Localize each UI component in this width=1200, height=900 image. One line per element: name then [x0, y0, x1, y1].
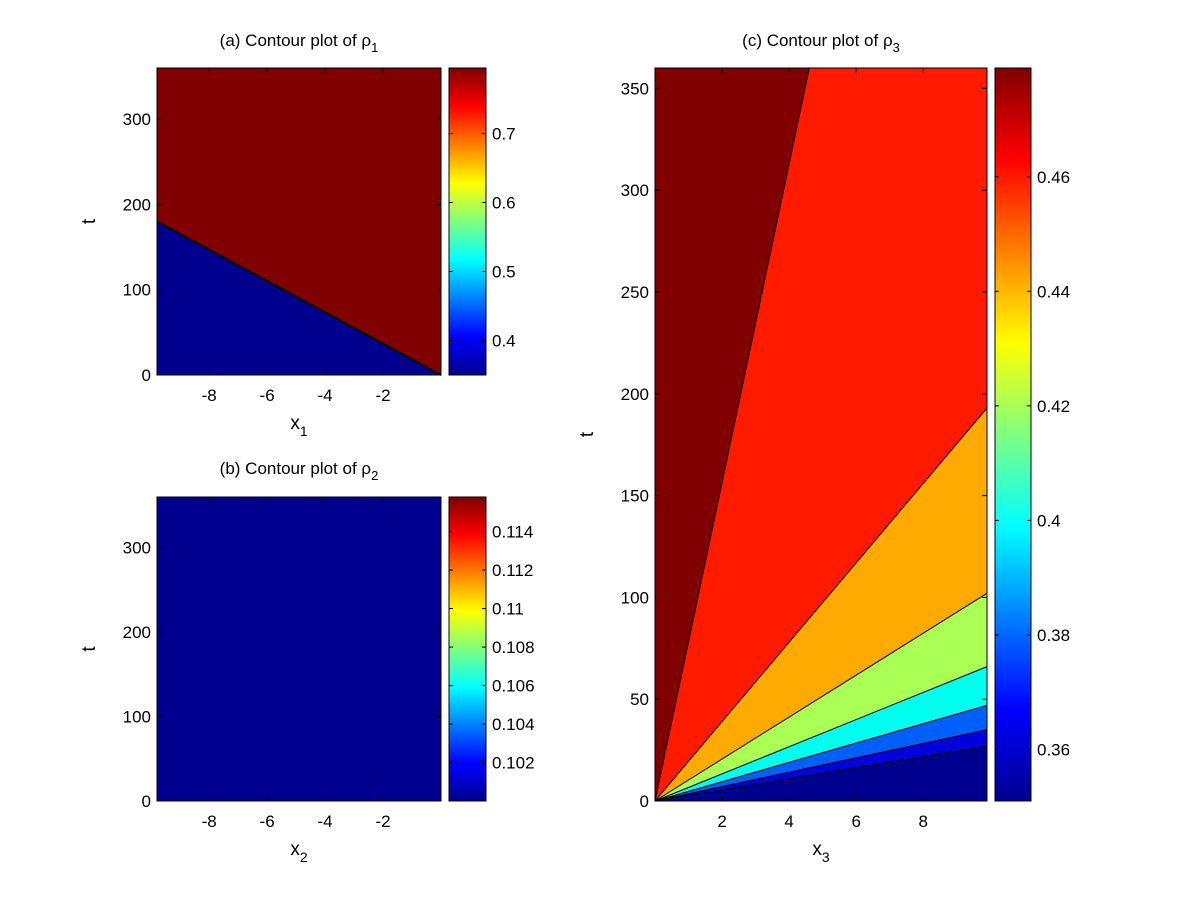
panel-c-colorbar-tick-label-2: 0.4	[1037, 511, 1061, 530]
panel-c-axes-frame	[654, 67, 988, 802]
panel-a-axes-frame	[156, 67, 442, 376]
panel-b-colorbar-tick-label-6: 0.114	[492, 523, 533, 542]
panel-c-ytick-label-4: 200	[621, 385, 649, 404]
panel-b-xtick-label-1: -6	[260, 812, 275, 831]
panel-c-contour-line-0	[654, 67, 810, 802]
panel-c-xlabel: x3	[812, 839, 830, 865]
panel-c-ytick-label-7: 350	[621, 79, 649, 98]
panel-b-title: (b) Contour plot of ρ2	[220, 459, 379, 483]
panel-a-colorbar-tick-label-3: 0.7	[492, 125, 516, 144]
panel-c-colorbar-tick-label-1: 0.38	[1037, 626, 1070, 645]
panel-a-xtick-label-3: -2	[375, 386, 390, 405]
panel-b-xtick-label-3: -2	[375, 812, 390, 831]
panel-c-ytick-label-3: 150	[621, 487, 649, 506]
panel-a-colorbar-tick-label-2: 0.6	[492, 194, 516, 213]
panel-c-ytick-label-2: 100	[621, 588, 649, 607]
panel-b-xtick-label-2: -4	[318, 812, 333, 831]
panel-c-ytick-label-6: 300	[621, 181, 649, 200]
panel-c-contour-line-1	[654, 407, 988, 802]
panel-b-colorbar-tick-label-3: 0.108	[492, 638, 535, 657]
panel-a-rho1: -8 -6 -4 -2 0 100 200 300 (a) Contour plot of ρ1…	[79, 31, 516, 439]
panel-c-colorbar-tick-label-0: 0.36	[1037, 740, 1070, 759]
panel-b-colorbar-tick-label-5: 0.112	[492, 561, 533, 580]
panel-a-xtick-label-1: -6	[260, 386, 275, 405]
panel-c-xtick-label-3: 8	[919, 812, 928, 831]
panel-a-title: (a) Contour plot of ρ1	[220, 31, 379, 55]
panel-a-ytick-label-1: 100	[123, 281, 151, 300]
panel-b-rho2: -8 -6 -4 -2 0 100 200 300 (b) Contour plot of ρ2…	[79, 459, 535, 865]
panel-b-ytick-label-3: 300	[123, 539, 151, 558]
panel-a-colorbar	[448, 67, 487, 376]
panel-a-ylabel: t	[79, 218, 100, 224]
panel-a-ytick-label-2: 200	[123, 195, 151, 214]
panel-b-colorbar-tick-label-0: 0.102	[492, 754, 535, 773]
panel-b-ytick-label-2: 200	[123, 623, 151, 642]
panel-c-colorbar-tick-label-5: 0.46	[1037, 168, 1070, 187]
panel-b-ytick-label-1: 100	[123, 708, 151, 727]
panel-c-rho3: 2 4 6 8 0 50 100 150 200 250 300 350 (c) Contour plo…	[577, 31, 1070, 865]
panel-a-colorbar-tick-label-1: 0.5	[492, 263, 516, 282]
panel-a-colorbar-tick-label-0: 0.4	[492, 332, 516, 351]
panel-c-contour-line-4	[654, 704, 988, 802]
panel-b-region-0	[156, 496, 442, 802]
panel-c-contour-line-2	[654, 592, 988, 802]
panel-c-contour-line-6	[654, 745, 988, 802]
panel-c-ytick-label-1: 50	[630, 690, 649, 709]
panel-a-xtick-label-2: -4	[318, 386, 333, 405]
panel-b-colorbar	[448, 496, 487, 802]
panel-c-colorbar-tick-label-3: 0.42	[1037, 397, 1070, 416]
panel-c-contour-line-3	[654, 666, 988, 802]
panel-c-contour-line-5	[654, 729, 988, 802]
panel-b-ylabel: t	[79, 646, 100, 652]
panel-a-xtick-label-0: -8	[202, 386, 217, 405]
panel-c-xtick-label-1: 4	[784, 812, 793, 831]
panel-b-colorbar-tick-label-1: 0.104	[492, 715, 535, 734]
panel-a-ytick-label-0: 0	[142, 366, 151, 385]
panel-b-xlabel: x2	[290, 839, 308, 865]
panel-b-colorbar-tick-label-4: 0.11	[492, 600, 524, 619]
panel-b-xtick-label-0: -8	[202, 812, 217, 831]
panel-c-ytick-label-0: 0	[640, 792, 649, 811]
panel-b-ytick-label-0: 0	[142, 792, 151, 811]
panel-c-ylabel: t	[577, 431, 598, 437]
panel-c-xtick-label-0: 2	[717, 812, 726, 831]
panel-c-colorbar-tick-label-4: 0.44	[1037, 282, 1070, 301]
panel-c-ytick-label-5: 250	[621, 283, 649, 302]
panel-b-axes-frame	[156, 496, 442, 802]
panel-b-colorbar-tick-label-2: 0.106	[492, 677, 535, 696]
panel-c-xtick-label-2: 6	[851, 812, 860, 831]
panel-a-ytick-label-3: 300	[123, 110, 151, 129]
panel-a-xlabel: x1	[290, 413, 308, 439]
panel-c-colorbar	[994, 67, 1032, 802]
panel-a-contour-line-0	[156, 220, 442, 376]
panel-c-title: (c) Contour plot of ρ3	[742, 31, 900, 55]
